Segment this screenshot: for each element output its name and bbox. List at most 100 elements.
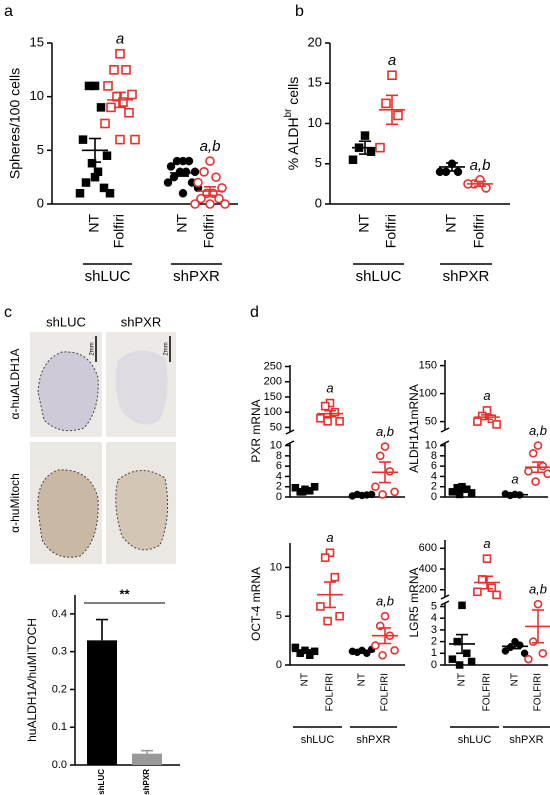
group-label: shLUC [301,734,335,746]
axis-break [440,427,450,433]
point [190,199,200,209]
row-label: α-huMitoch [8,473,22,533]
y-tick-label: 5 [37,142,44,157]
y-tick-label: 20 [308,34,322,49]
annotation: a [326,530,333,545]
point [435,167,445,177]
point [163,178,173,187]
y-tick-label: 100 [419,388,437,400]
x-tick-label: Folfiri [383,214,399,248]
y-axis-label-part: % ALDH [285,117,301,170]
y-axis-label: OCT-4 mRNA [249,567,263,641]
tissue [37,351,99,432]
x-tick-label: NT [86,214,102,233]
group-label: shLUC [85,268,131,285]
point [371,482,380,492]
y-tick-label: 100 [264,406,282,418]
point [381,98,391,109]
point [538,461,548,471]
y-axis-label-part: cells [285,77,301,109]
annotation: a,b [376,594,394,609]
y-tick-label: 0 [431,491,437,503]
significance-label: ** [119,586,130,601]
point [325,548,335,558]
group-label: shLUC [458,734,492,746]
annotation: a,b [529,423,547,438]
tissue [115,470,169,551]
point [528,448,538,458]
y-tick-label: 2 [431,481,437,493]
y-tick-label: 6 [431,460,437,472]
point [330,572,340,582]
annotation: a [388,52,396,69]
point [316,413,325,423]
point [543,469,550,479]
y-tick-label: 200 [419,584,437,596]
y-tick-label: 5 [431,600,437,612]
point [467,489,476,497]
y-tick-label: 3 [431,624,437,636]
y-tick-label: 150 [419,360,437,372]
point [458,601,466,610]
x-tick-label: NT [510,673,521,686]
point [291,643,300,652]
point [81,178,91,187]
point [78,135,88,144]
x-tick-label: shLUC [97,769,106,795]
point [387,70,397,80]
point [453,167,463,177]
point [378,650,387,660]
y-tick-label: 50 [270,421,282,433]
column-label: shPXR [121,314,161,329]
point [205,199,215,209]
y-tick-label: 400 [419,563,437,575]
point [335,417,344,426]
axis-break [285,440,295,446]
y-tick-label: 200 [264,376,282,388]
annotation: a,b [470,157,491,174]
point [166,162,176,171]
point [172,156,182,166]
point [103,81,113,91]
y-tick-label: 10 [308,115,322,130]
point [99,183,109,193]
axis-break [440,440,450,446]
x-tick-label: NT [457,673,468,686]
point [348,155,358,164]
x-tick-label: Folfiri [201,214,217,248]
x-tick-label: Folfiri [111,214,127,248]
point [473,417,482,426]
point [96,103,106,112]
point [380,442,390,451]
annotation: a [326,381,333,396]
y-axis-label: % ALDHbr cells [283,77,301,171]
x-tick-label: FOLFIRI [380,673,391,711]
y-tick-label: 4 [276,470,282,482]
point [467,657,476,666]
point [323,616,332,626]
annotation: a [483,388,490,403]
group-label: shPXR [173,268,220,285]
point [473,587,482,597]
x-tick-label: FOLFIRI [533,673,544,711]
point [205,156,215,166]
point [105,189,115,198]
point [320,553,330,562]
x-tick-label: Folfiri [471,214,487,248]
x-tick-label: FOLFIRI [482,673,493,711]
y-tick-label: 0 [431,659,437,671]
point [348,492,357,500]
point [118,97,128,107]
annotation: a [116,31,124,48]
point [90,172,100,182]
y-tick-label: 0.1 [52,721,67,733]
group-label: shPXR [509,734,543,746]
point [115,48,125,59]
y-tick-label: 8 [431,450,437,462]
panel-letter: b [295,3,304,20]
point [390,487,399,497]
point [106,102,116,113]
micrographs: 2mm 2mm shLUC shPXR α-huALDH1A α-huMitoc… [8,314,176,564]
point [190,167,200,177]
